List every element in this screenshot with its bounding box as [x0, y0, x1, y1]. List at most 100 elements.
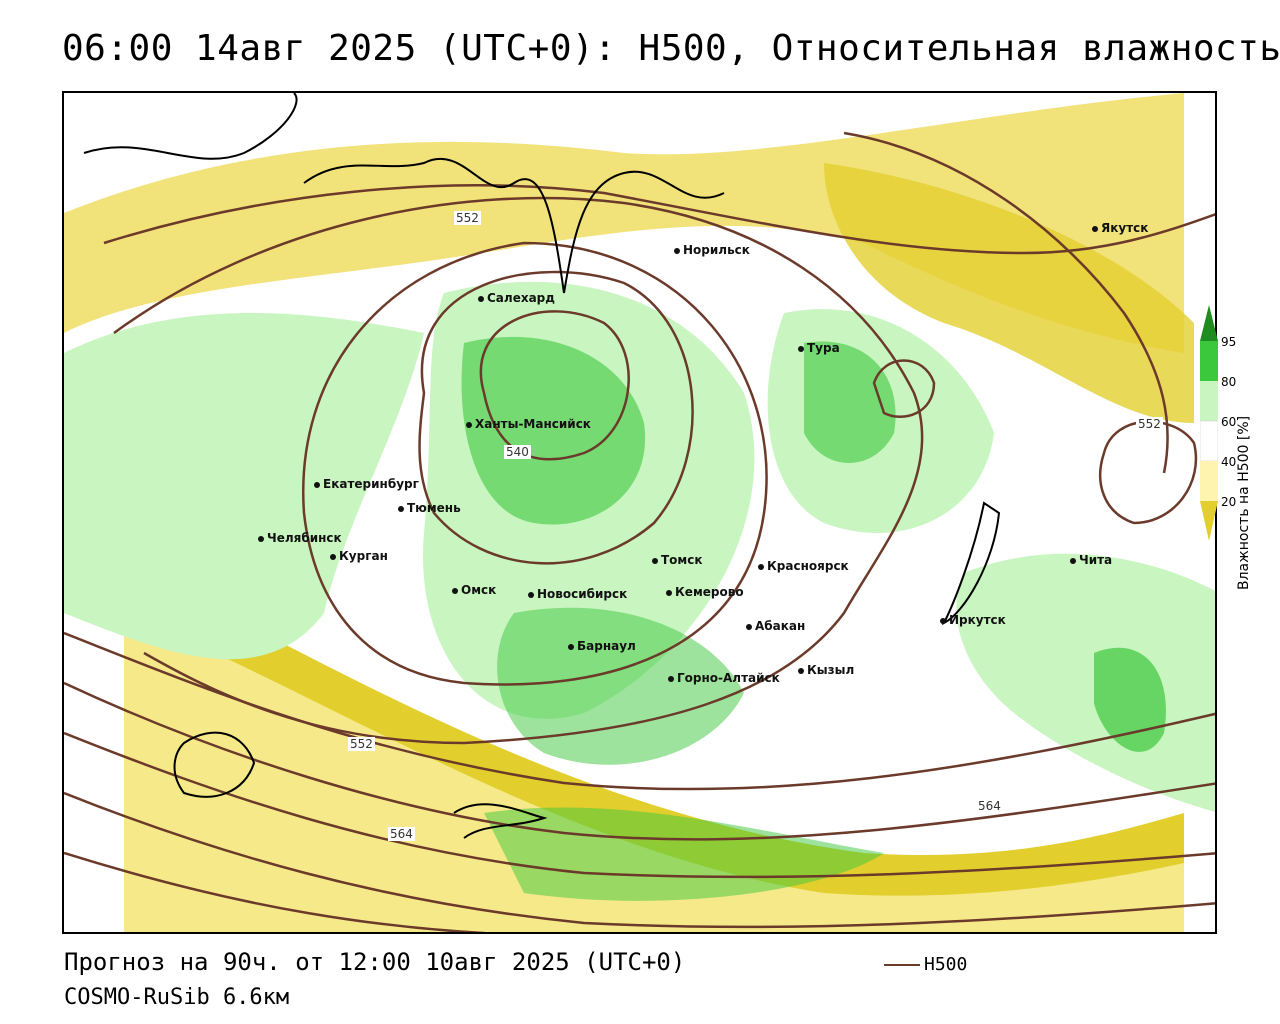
colorbar [1200, 305, 1218, 541]
city-marker [674, 247, 680, 254]
dry-region-south-light [124, 613, 1184, 932]
city-name: Тюмень [407, 501, 461, 515]
map-panel: 552 540 552 552 564 564 Норильск Якутск … [62, 91, 1217, 934]
city-name: Курган [339, 549, 388, 563]
colorbar-tick: 20 [1221, 495, 1237, 509]
contour-552-ring [301, 241, 768, 686]
city-name: Тура [807, 341, 840, 355]
colorbar-tick: 80 [1221, 375, 1237, 389]
colorbar-band-80-95 [1200, 341, 1218, 381]
contour-label: 540 [504, 445, 531, 459]
city-marker [668, 675, 674, 682]
city-name: Красноярск [767, 559, 849, 573]
city-marker [314, 481, 320, 488]
city-label: Норильск [674, 243, 750, 257]
contour-east-small [872, 359, 936, 418]
city-label: Екатеринбург [314, 477, 419, 491]
model-label: COSMO-RuSib 6.6км [64, 985, 290, 1010]
city-name: Салехард [487, 291, 555, 305]
h500-legend-label: H500 [924, 954, 968, 975]
colorbar-band-60-80 [1200, 381, 1218, 421]
city-name: Ханты-Мансийск [475, 417, 591, 431]
colorbar-bottom-triangle [1200, 501, 1218, 541]
city-label: Тура [798, 341, 840, 355]
city-marker [398, 505, 404, 512]
map-canvas [64, 93, 1215, 932]
colorbar-band-40-60 [1200, 420, 1218, 462]
city-label: Новосибирск [528, 587, 627, 601]
city-label: Иркутск [940, 613, 1006, 627]
city-name: Иркутск [949, 613, 1006, 627]
contour-label: 552 [348, 737, 375, 751]
moist-region-southeast-core [1094, 647, 1166, 752]
contour-label: 552 [454, 211, 481, 225]
city-marker [466, 421, 472, 428]
city-label: Ханты-Мансийск [466, 417, 591, 431]
city-marker [798, 667, 804, 674]
city-label: Красноярск [758, 559, 849, 573]
colorbar-top-triangle [1200, 305, 1218, 341]
city-marker [568, 643, 574, 650]
city-label: Горно-Алтайск [668, 671, 780, 685]
city-name: Омск [461, 583, 497, 597]
moist-region-south [497, 607, 744, 765]
moist-region-southeast [956, 553, 1215, 812]
aral-sea [173, 731, 256, 798]
city-name: Норильск [683, 243, 750, 257]
city-name: Чита [1079, 553, 1113, 567]
dry-region-east [824, 163, 1194, 423]
coastline-arctic [83, 93, 725, 294]
contour-label: 564 [976, 799, 1003, 813]
city-label: Тюмень [398, 501, 461, 515]
city-name: Барнаул [577, 639, 636, 653]
coastlines [83, 93, 1001, 839]
contour-546-inner [418, 270, 694, 565]
contour-label: 552 [1136, 417, 1163, 431]
city-name: Новосибирск [537, 587, 628, 601]
lake-balkhash [453, 803, 548, 839]
city-name: Кемерово [675, 585, 744, 599]
colorbar-band-20-40 [1200, 461, 1218, 501]
city-name: Екатеринбург [323, 477, 419, 491]
contour-564-c [64, 731, 1215, 879]
city-label: Томск [652, 553, 703, 567]
city-name: Томск [661, 553, 703, 567]
map-title: 06:00 14авг 2025 (UTC+0): H500, Относите… [62, 28, 1280, 69]
city-label: Кызыл [798, 663, 854, 677]
contour-label: 564 [388, 827, 415, 841]
city-name: Горно-Алтайск [677, 671, 780, 685]
colorbar-title: Влажность на H500 [%] [1236, 415, 1252, 590]
city-label: Салехард [478, 291, 555, 305]
city-marker [528, 591, 534, 598]
city-name: Челябинск [267, 531, 342, 545]
city-label: Курган [330, 549, 388, 563]
city-label: Кемерово [666, 585, 744, 599]
city-marker [330, 553, 336, 560]
city-marker [478, 295, 484, 302]
moist-region-east-core [804, 341, 896, 463]
city-marker [758, 563, 764, 570]
city-marker [1070, 557, 1076, 564]
colorbar-tick: 95 [1221, 335, 1237, 349]
city-label: Чита [1070, 553, 1112, 567]
city-marker [258, 535, 264, 542]
city-label: Барнаул [568, 639, 636, 653]
h500-legend-line [884, 964, 920, 966]
contour-552-east [1099, 420, 1198, 525]
city-name: Якутск [1101, 221, 1149, 235]
city-label: Якутск [1092, 221, 1148, 235]
city-marker [1092, 225, 1098, 232]
contour-564-a [64, 631, 1215, 791]
contour-564-b [64, 681, 1215, 841]
city-name: Абакан [755, 619, 806, 633]
city-marker [652, 557, 658, 564]
colorbar-tick: 40 [1221, 455, 1237, 469]
moist-region-west [64, 313, 424, 660]
moist-region-central-core [461, 336, 646, 525]
city-marker [452, 587, 458, 594]
contour-north [103, 184, 1215, 255]
contour-552-west [113, 196, 924, 745]
contour-east-arc [843, 131, 1169, 474]
contour-570 [64, 791, 1215, 929]
city-name: Кызыл [807, 663, 855, 677]
